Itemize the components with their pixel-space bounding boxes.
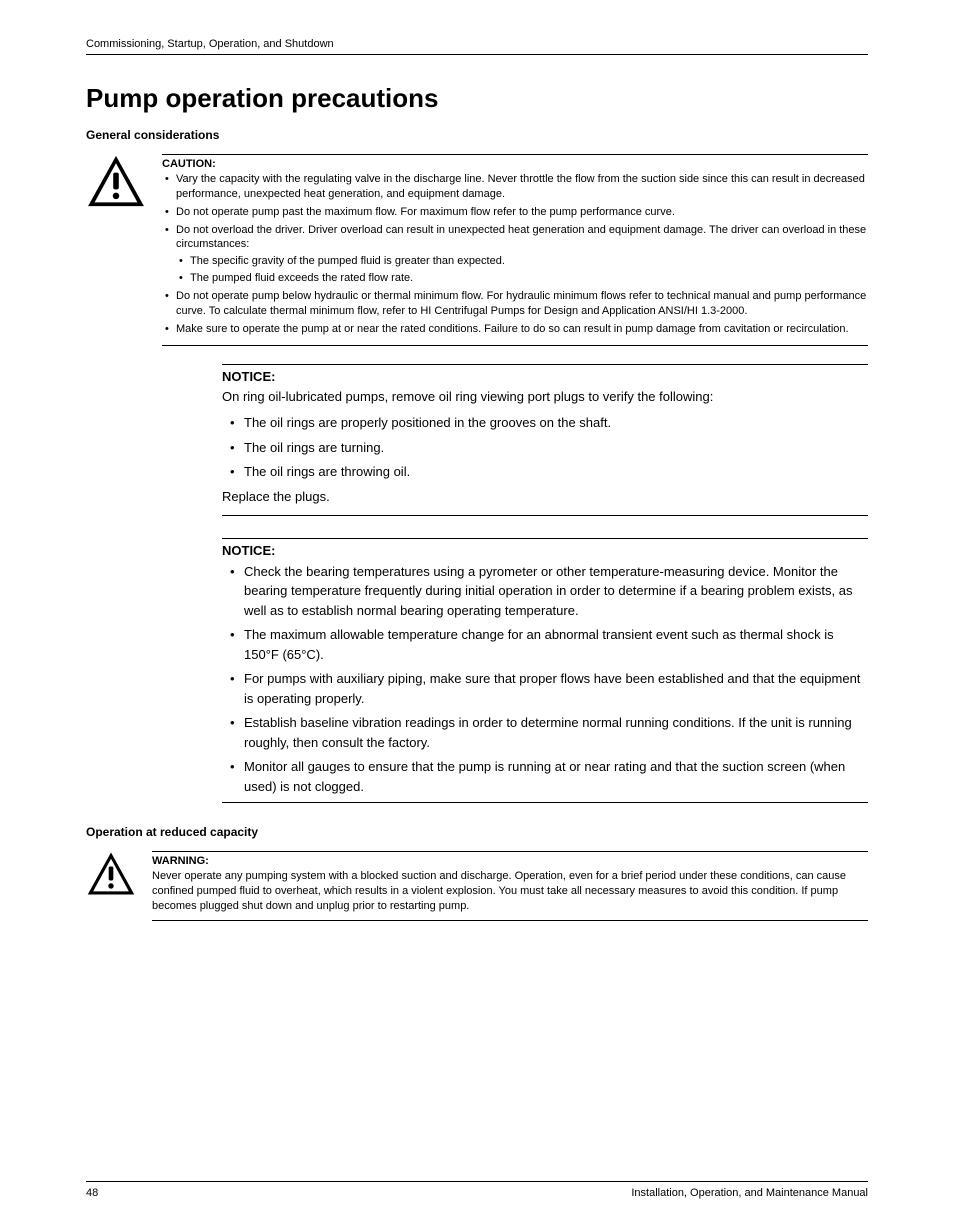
warning-body: WARNING: Never operate any pumping syste… <box>152 851 868 921</box>
notice-list: The oil rings are properly positioned in… <box>222 413 868 482</box>
page-footer: 48 Installation, Operation, and Maintena… <box>86 1181 868 1199</box>
page-title: Pump operation precautions <box>86 83 868 114</box>
caution-item: Vary the capacity with the regulating va… <box>162 172 868 202</box>
warning-label: WARNING: <box>152 855 868 867</box>
notice-label: NOTICE: <box>222 543 868 558</box>
notice-outro: Replace the plugs. <box>222 488 868 507</box>
notice-item: The oil rings are properly positioned in… <box>222 413 868 433</box>
notice-item: The oil rings are throwing oil. <box>222 462 868 482</box>
caution-icon <box>86 154 146 346</box>
footer-doc-title: Installation, Operation, and Maintenance… <box>631 1187 868 1199</box>
caution-label: CAUTION: <box>162 158 868 170</box>
notice-item: The maximum allowable temperature change… <box>222 625 868 664</box>
caution-sublist: The specific gravity of the pumped fluid… <box>176 254 868 286</box>
caution-item: Do not operate pump below hydraulic or t… <box>162 289 868 319</box>
warning-block: WARNING: Never operate any pumping syste… <box>86 851 868 921</box>
caution-item-text: Do not overload the driver. Driver overl… <box>176 224 866 251</box>
notice-list: Check the bearing temperatures using a p… <box>222 562 868 797</box>
caution-item: Make sure to operate the pump at or near… <box>162 322 868 337</box>
caution-item: Do not operate pump past the maximum flo… <box>162 205 868 220</box>
section-reduced-capacity: Operation at reduced capacity <box>86 825 868 839</box>
notice-intro: On ring oil-lubricated pumps, remove oil… <box>222 388 868 407</box>
notice-block-oil-rings: NOTICE: On ring oil-lubricated pumps, re… <box>222 364 868 515</box>
running-header: Commissioning, Startup, Operation, and S… <box>86 38 868 55</box>
caution-item: Do not overload the driver. Driver overl… <box>162 223 868 286</box>
warning-text: Never operate any pumping system with a … <box>152 869 868 914</box>
warning-icon <box>86 851 136 921</box>
footer-page-number: 48 <box>86 1187 98 1199</box>
notice-item: For pumps with auxiliary piping, make su… <box>222 669 868 708</box>
caution-block: CAUTION: Vary the capacity with the regu… <box>86 154 868 346</box>
caution-body: CAUTION: Vary the capacity with the regu… <box>162 154 868 346</box>
caution-list: Vary the capacity with the regulating va… <box>162 172 868 336</box>
notice-item: Establish baseline vibration readings in… <box>222 713 868 752</box>
caution-subitem: The specific gravity of the pumped fluid… <box>176 254 868 269</box>
notice-label: NOTICE: <box>222 369 868 384</box>
notice-item: Check the bearing temperatures using a p… <box>222 562 868 621</box>
section-general-considerations: General considerations <box>86 128 868 142</box>
notice-item: Monitor all gauges to ensure that the pu… <box>222 757 868 796</box>
page: Commissioning, Startup, Operation, and S… <box>0 0 954 1227</box>
notice-block-bearings: NOTICE: Check the bearing temperatures u… <box>222 538 868 804</box>
notice-item: The oil rings are turning. <box>222 438 868 458</box>
caution-subitem: The pumped fluid exceeds the rated flow … <box>176 271 868 286</box>
